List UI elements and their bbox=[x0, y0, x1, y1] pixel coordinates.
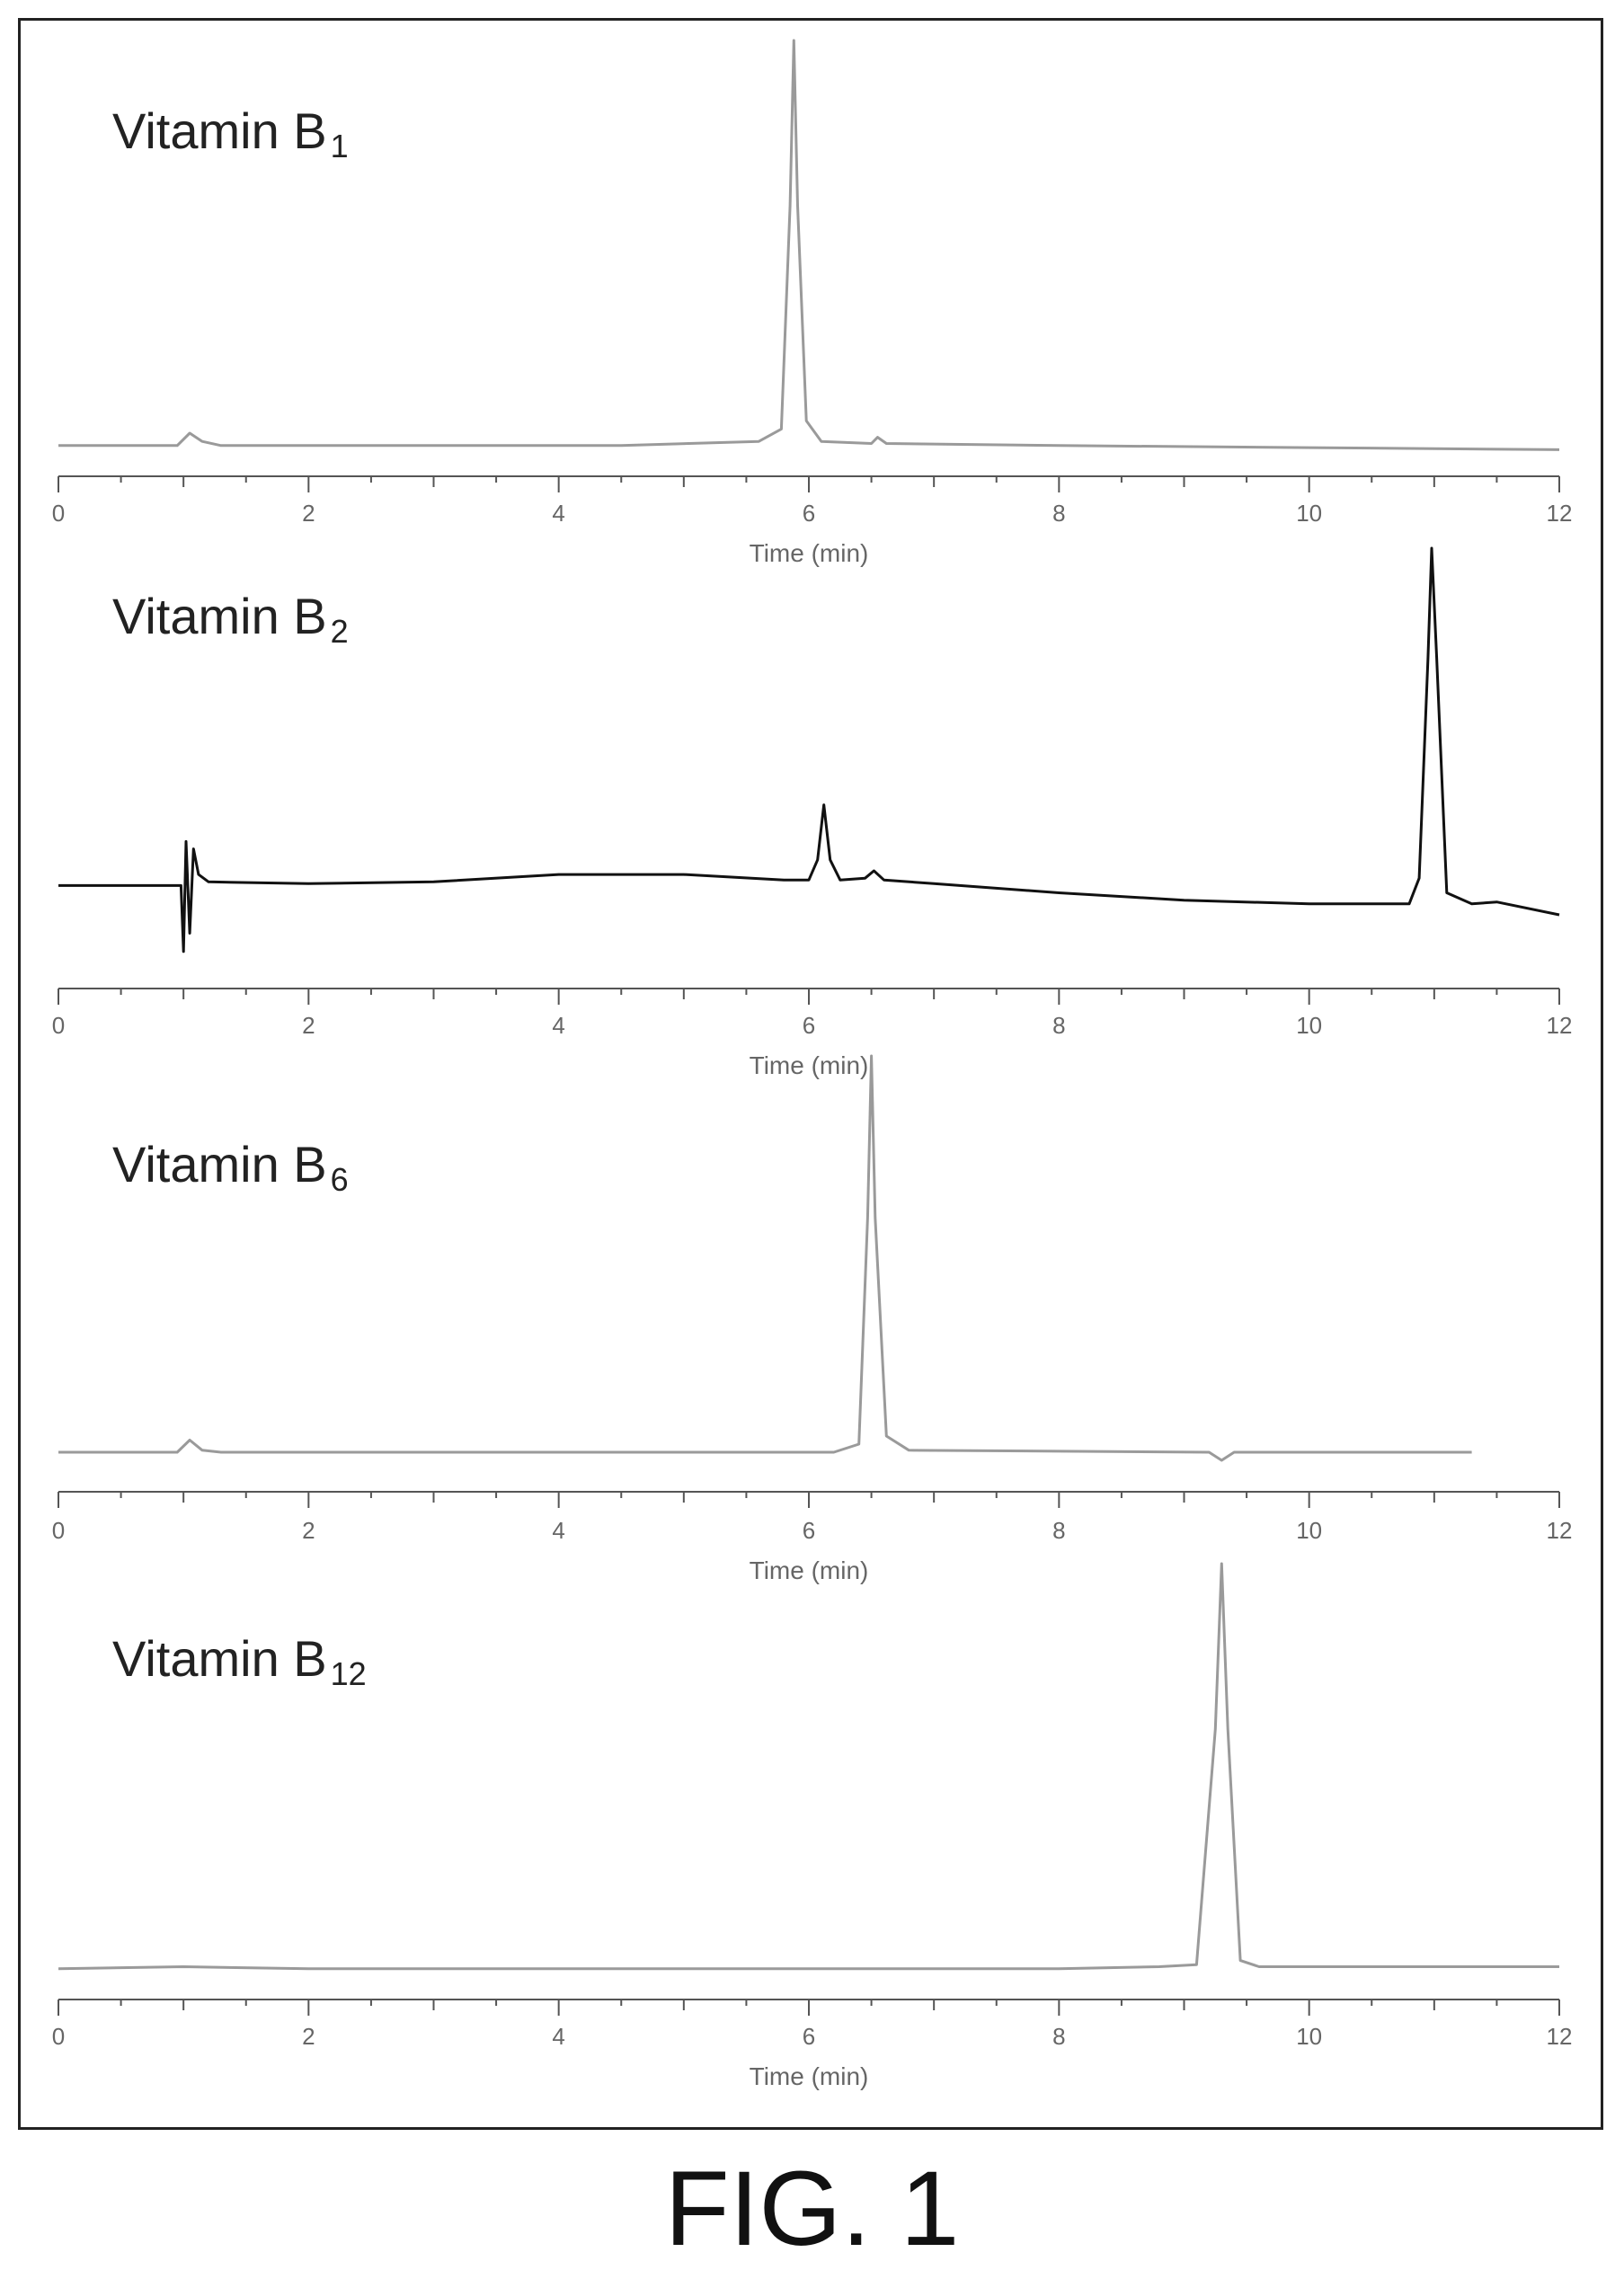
figure-frame bbox=[18, 18, 1603, 2130]
x-tick-label: 10 bbox=[1296, 1012, 1322, 1039]
x-tick-label: 12 bbox=[1547, 1517, 1573, 1544]
chromatogram-trace bbox=[58, 546, 1560, 953]
x-tick-label: 8 bbox=[1052, 2023, 1065, 2050]
chromatogram-trace bbox=[58, 1054, 1472, 1462]
x-tick-label: 6 bbox=[803, 2023, 815, 2050]
x-tick-label: 8 bbox=[1052, 1517, 1065, 1544]
x-tick-label: 2 bbox=[302, 2023, 315, 2050]
x-axis-label: Time (min) bbox=[750, 539, 869, 567]
chromatogram-trace bbox=[58, 39, 1560, 451]
x-tick-label: 0 bbox=[52, 500, 65, 527]
chromatogram-panel: Vitamin B 1 0 2 4 6 8 10 12 Time (min) bbox=[52, 39, 1573, 567]
figure-caption: FIG. 1 bbox=[664, 2150, 960, 2268]
x-tick-label: 4 bbox=[552, 1517, 564, 1544]
x-tick-label: 10 bbox=[1296, 500, 1322, 527]
panel-title-subscript: 6 bbox=[331, 1161, 349, 1198]
x-tick-label: 10 bbox=[1296, 2023, 1322, 2050]
x-tick-label: 4 bbox=[552, 500, 564, 527]
chromatogram-panel: Vitamin B 2 0 2 4 6 8 10 12 Time (min) bbox=[52, 546, 1573, 1079]
chromatogram-panel: Vitamin B 12 0 2 4 6 8 10 12 Time (min) bbox=[52, 1562, 1573, 2090]
panel-title: Vitamin B 12 bbox=[112, 1630, 367, 1692]
panel-title-subscript: 2 bbox=[331, 613, 349, 650]
chromatogram-trace bbox=[58, 1562, 1559, 1971]
x-tick-label: 6 bbox=[803, 500, 815, 527]
chromatogram-panel: Vitamin B 6 0 2 4 6 8 10 12 Time (min) bbox=[52, 1054, 1573, 1584]
x-tick-label: 12 bbox=[1547, 1012, 1573, 1039]
x-tick-label: 0 bbox=[52, 2023, 65, 2050]
x-tick-label: 2 bbox=[302, 1517, 315, 1544]
panel-title-subscript: 12 bbox=[331, 1655, 367, 1692]
x-tick-label: 12 bbox=[1547, 2023, 1573, 2050]
panel-title-subscript: 1 bbox=[331, 128, 349, 164]
x-tick-label: 12 bbox=[1547, 500, 1573, 527]
x-tick-label: 0 bbox=[52, 1012, 65, 1039]
x-tick-label: 10 bbox=[1296, 1517, 1322, 1544]
x-tick-label: 2 bbox=[302, 1012, 315, 1039]
x-tick-label: 6 bbox=[803, 1012, 815, 1039]
x-tick-label: 4 bbox=[552, 1012, 564, 1039]
x-tick-label: 6 bbox=[803, 1517, 815, 1544]
x-tick-label: 8 bbox=[1052, 500, 1065, 527]
x-axis-label: Time (min) bbox=[750, 1556, 869, 1584]
x-axis-label: Time (min) bbox=[750, 2062, 869, 2090]
x-axis-label: Time (min) bbox=[750, 1051, 869, 1079]
x-tick-label: 0 bbox=[52, 1517, 65, 1544]
x-tick-label: 2 bbox=[302, 500, 315, 527]
x-tick-label: 8 bbox=[1052, 1012, 1065, 1039]
x-tick-label: 4 bbox=[552, 2023, 564, 2050]
